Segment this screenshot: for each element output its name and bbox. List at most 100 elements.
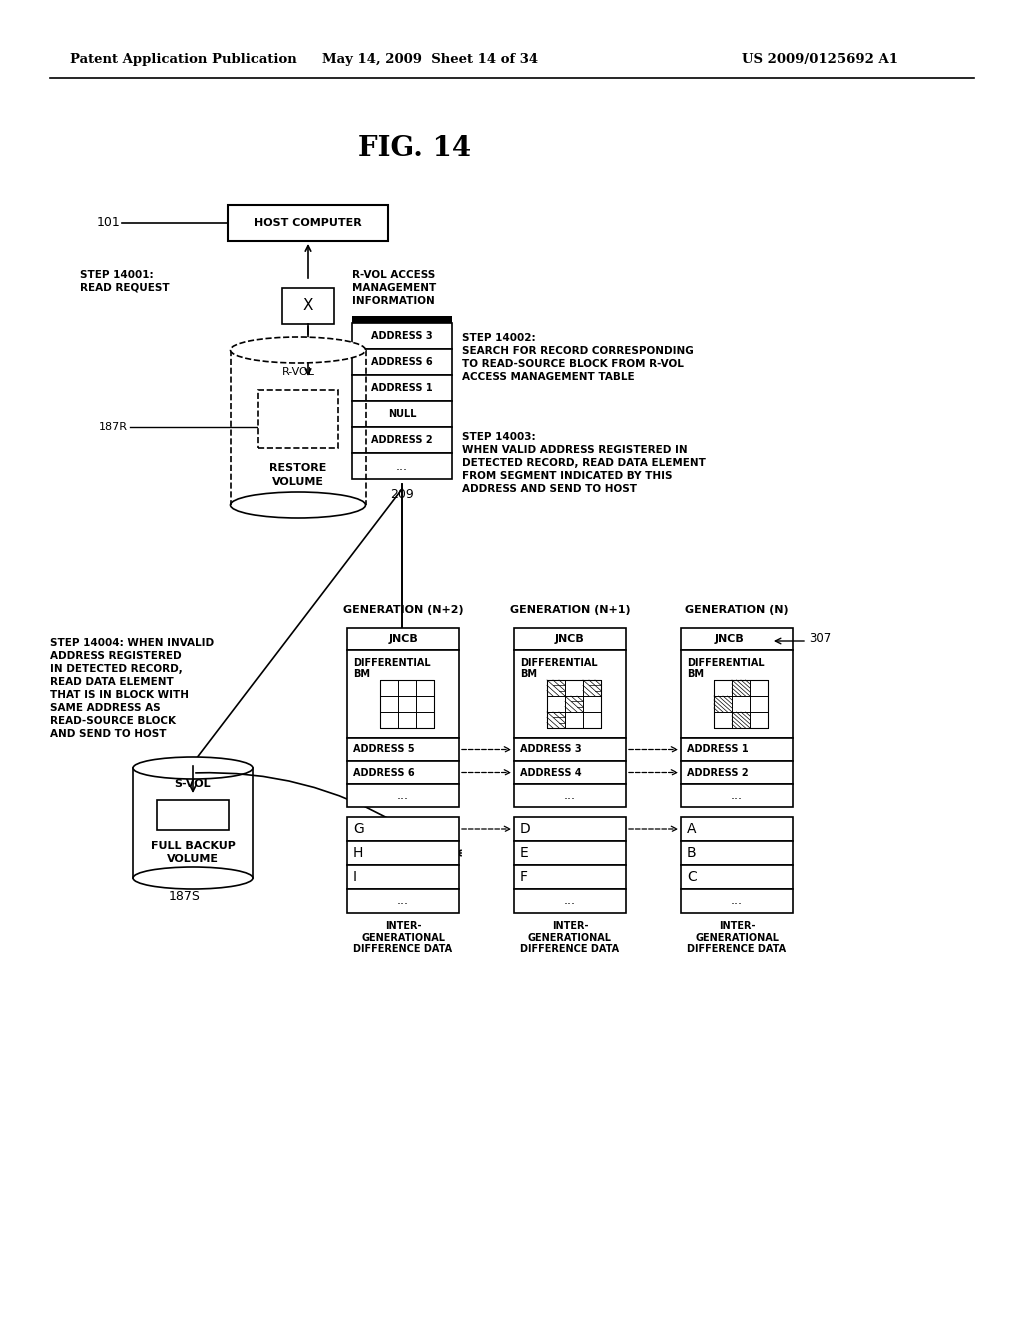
Text: ...: ... [564,895,575,908]
Text: H: H [353,846,364,861]
Text: SAME ADDRESS AS: SAME ADDRESS AS [50,704,161,713]
Text: 101: 101 [96,216,120,230]
Text: MANAGEMENT: MANAGEMENT [352,282,436,293]
Text: INTER-
GENERATIONAL
DIFFERENCE DATA: INTER- GENERATIONAL DIFFERENCE DATA [520,921,620,954]
Text: RESTORE: RESTORE [269,463,327,473]
FancyBboxPatch shape [514,784,626,807]
Text: ADDRESS 2: ADDRESS 2 [371,436,433,445]
Text: ACCESS MANAGEMENT TABLE: ACCESS MANAGEMENT TABLE [462,372,635,381]
FancyBboxPatch shape [282,288,334,323]
Text: ...: ... [731,895,743,908]
FancyBboxPatch shape [347,649,459,738]
Text: INTER-
GENERATIONAL
DIFFERENCE DATA: INTER- GENERATIONAL DIFFERENCE DATA [687,921,786,954]
Text: ADDRESS 3: ADDRESS 3 [520,744,582,755]
Text: 187R: 187R [99,422,128,432]
FancyBboxPatch shape [352,348,452,375]
Text: NULL: NULL [388,409,416,418]
Text: S-VOL: S-VOL [175,779,211,789]
Text: I: I [353,870,357,884]
Text: HOST COMPUTER: HOST COMPUTER [254,218,361,228]
Text: A: A [687,822,696,836]
Text: DIFFERENTIAL: DIFFERENTIAL [687,657,765,668]
Text: BM: BM [687,669,705,678]
Ellipse shape [133,756,253,779]
Text: 209: 209 [390,488,414,502]
Text: Patent Application Publication: Patent Application Publication [70,54,297,66]
FancyBboxPatch shape [352,426,452,453]
FancyBboxPatch shape [714,680,768,729]
FancyBboxPatch shape [347,841,459,865]
Text: C: C [687,870,696,884]
Text: G: G [353,822,364,836]
Text: READ DATA ELEMENT: READ DATA ELEMENT [50,677,174,686]
FancyBboxPatch shape [681,649,793,738]
Text: TO READ-SOURCE BLOCK FROM R-VOL: TO READ-SOURCE BLOCK FROM R-VOL [462,359,684,370]
Text: ADDRESS 1: ADDRESS 1 [371,383,433,393]
FancyBboxPatch shape [228,205,388,242]
Text: STEP 14001:: STEP 14001: [80,271,154,280]
FancyBboxPatch shape [347,817,459,841]
FancyBboxPatch shape [352,375,452,401]
FancyBboxPatch shape [352,315,452,323]
FancyBboxPatch shape [681,628,793,649]
Text: ADDRESS REGISTERED: ADDRESS REGISTERED [50,651,181,661]
Text: WHEN VALID ADDRESS REGISTERED IN: WHEN VALID ADDRESS REGISTERED IN [462,445,688,455]
Text: FROM SEGMENT INDICATED BY THIS: FROM SEGMENT INDICATED BY THIS [462,471,673,480]
Text: DETECTED RECORD, READ DATA ELEMENT: DETECTED RECORD, READ DATA ELEMENT [462,458,706,469]
FancyBboxPatch shape [352,453,452,479]
Text: B: B [687,846,696,861]
Text: READ-SOURCE BLOCK: READ-SOURCE BLOCK [50,715,176,726]
Text: E: E [520,846,528,861]
Text: BM: BM [353,669,370,678]
FancyBboxPatch shape [681,738,793,762]
FancyBboxPatch shape [514,865,626,888]
FancyBboxPatch shape [347,888,459,913]
Text: AND SEND TO HOST: AND SEND TO HOST [50,729,167,739]
Text: INFORMATION: INFORMATION [352,296,435,306]
Text: SEARCH FOR RECORD CORRESPONDING: SEARCH FOR RECORD CORRESPONDING [462,346,693,356]
Text: INTER-
GENERATIONAL
DIFFERENCE DATA: INTER- GENERATIONAL DIFFERENCE DATA [353,921,453,954]
Text: ADDRESS 1: ADDRESS 1 [687,744,749,755]
Text: FULL BACKUP: FULL BACKUP [151,841,236,851]
Text: ADDRESS 6: ADDRESS 6 [371,356,433,367]
FancyBboxPatch shape [352,401,452,426]
FancyBboxPatch shape [681,888,793,913]
FancyBboxPatch shape [514,762,626,784]
Text: IN DETECTED RECORD,: IN DETECTED RECORD, [50,664,182,675]
Text: ...: ... [731,789,743,803]
FancyBboxPatch shape [514,649,626,738]
Text: ADDRESS 5: ADDRESS 5 [353,744,415,755]
Text: DIFFERENTIAL: DIFFERENTIAL [520,657,598,668]
Text: GENERATION (N): GENERATION (N) [685,605,788,615]
Text: ...: ... [397,789,409,803]
Text: GENERATION (N+1): GENERATION (N+1) [510,605,631,615]
FancyBboxPatch shape [347,784,459,807]
Text: R-VOL ACCESS: R-VOL ACCESS [352,271,435,280]
Text: ADDRESS 6: ADDRESS 6 [353,767,415,777]
Text: F: F [520,870,528,884]
Ellipse shape [230,492,366,517]
Text: GENERATION (N+2): GENERATION (N+2) [343,605,463,615]
FancyBboxPatch shape [514,841,626,865]
Ellipse shape [133,867,253,888]
FancyBboxPatch shape [681,841,793,865]
FancyBboxPatch shape [347,738,459,762]
Text: JNCB: JNCB [714,634,743,644]
Text: VOLUME: VOLUME [272,477,324,487]
Text: ...: ... [396,459,408,473]
Text: 307: 307 [809,632,831,645]
Text: D: D [520,822,530,836]
Text: 187S: 187S [169,890,201,903]
FancyBboxPatch shape [258,389,338,447]
Text: ADDRESS AND SEND TO HOST: ADDRESS AND SEND TO HOST [462,484,637,494]
Text: ...: ... [564,789,575,803]
Text: X: X [303,298,313,314]
FancyBboxPatch shape [380,680,434,729]
FancyBboxPatch shape [352,323,452,348]
FancyBboxPatch shape [681,762,793,784]
FancyBboxPatch shape [681,865,793,888]
Text: VOLUME: VOLUME [167,854,219,865]
Ellipse shape [230,337,366,363]
Text: JNCB: JNCB [555,634,585,644]
FancyBboxPatch shape [547,680,601,729]
